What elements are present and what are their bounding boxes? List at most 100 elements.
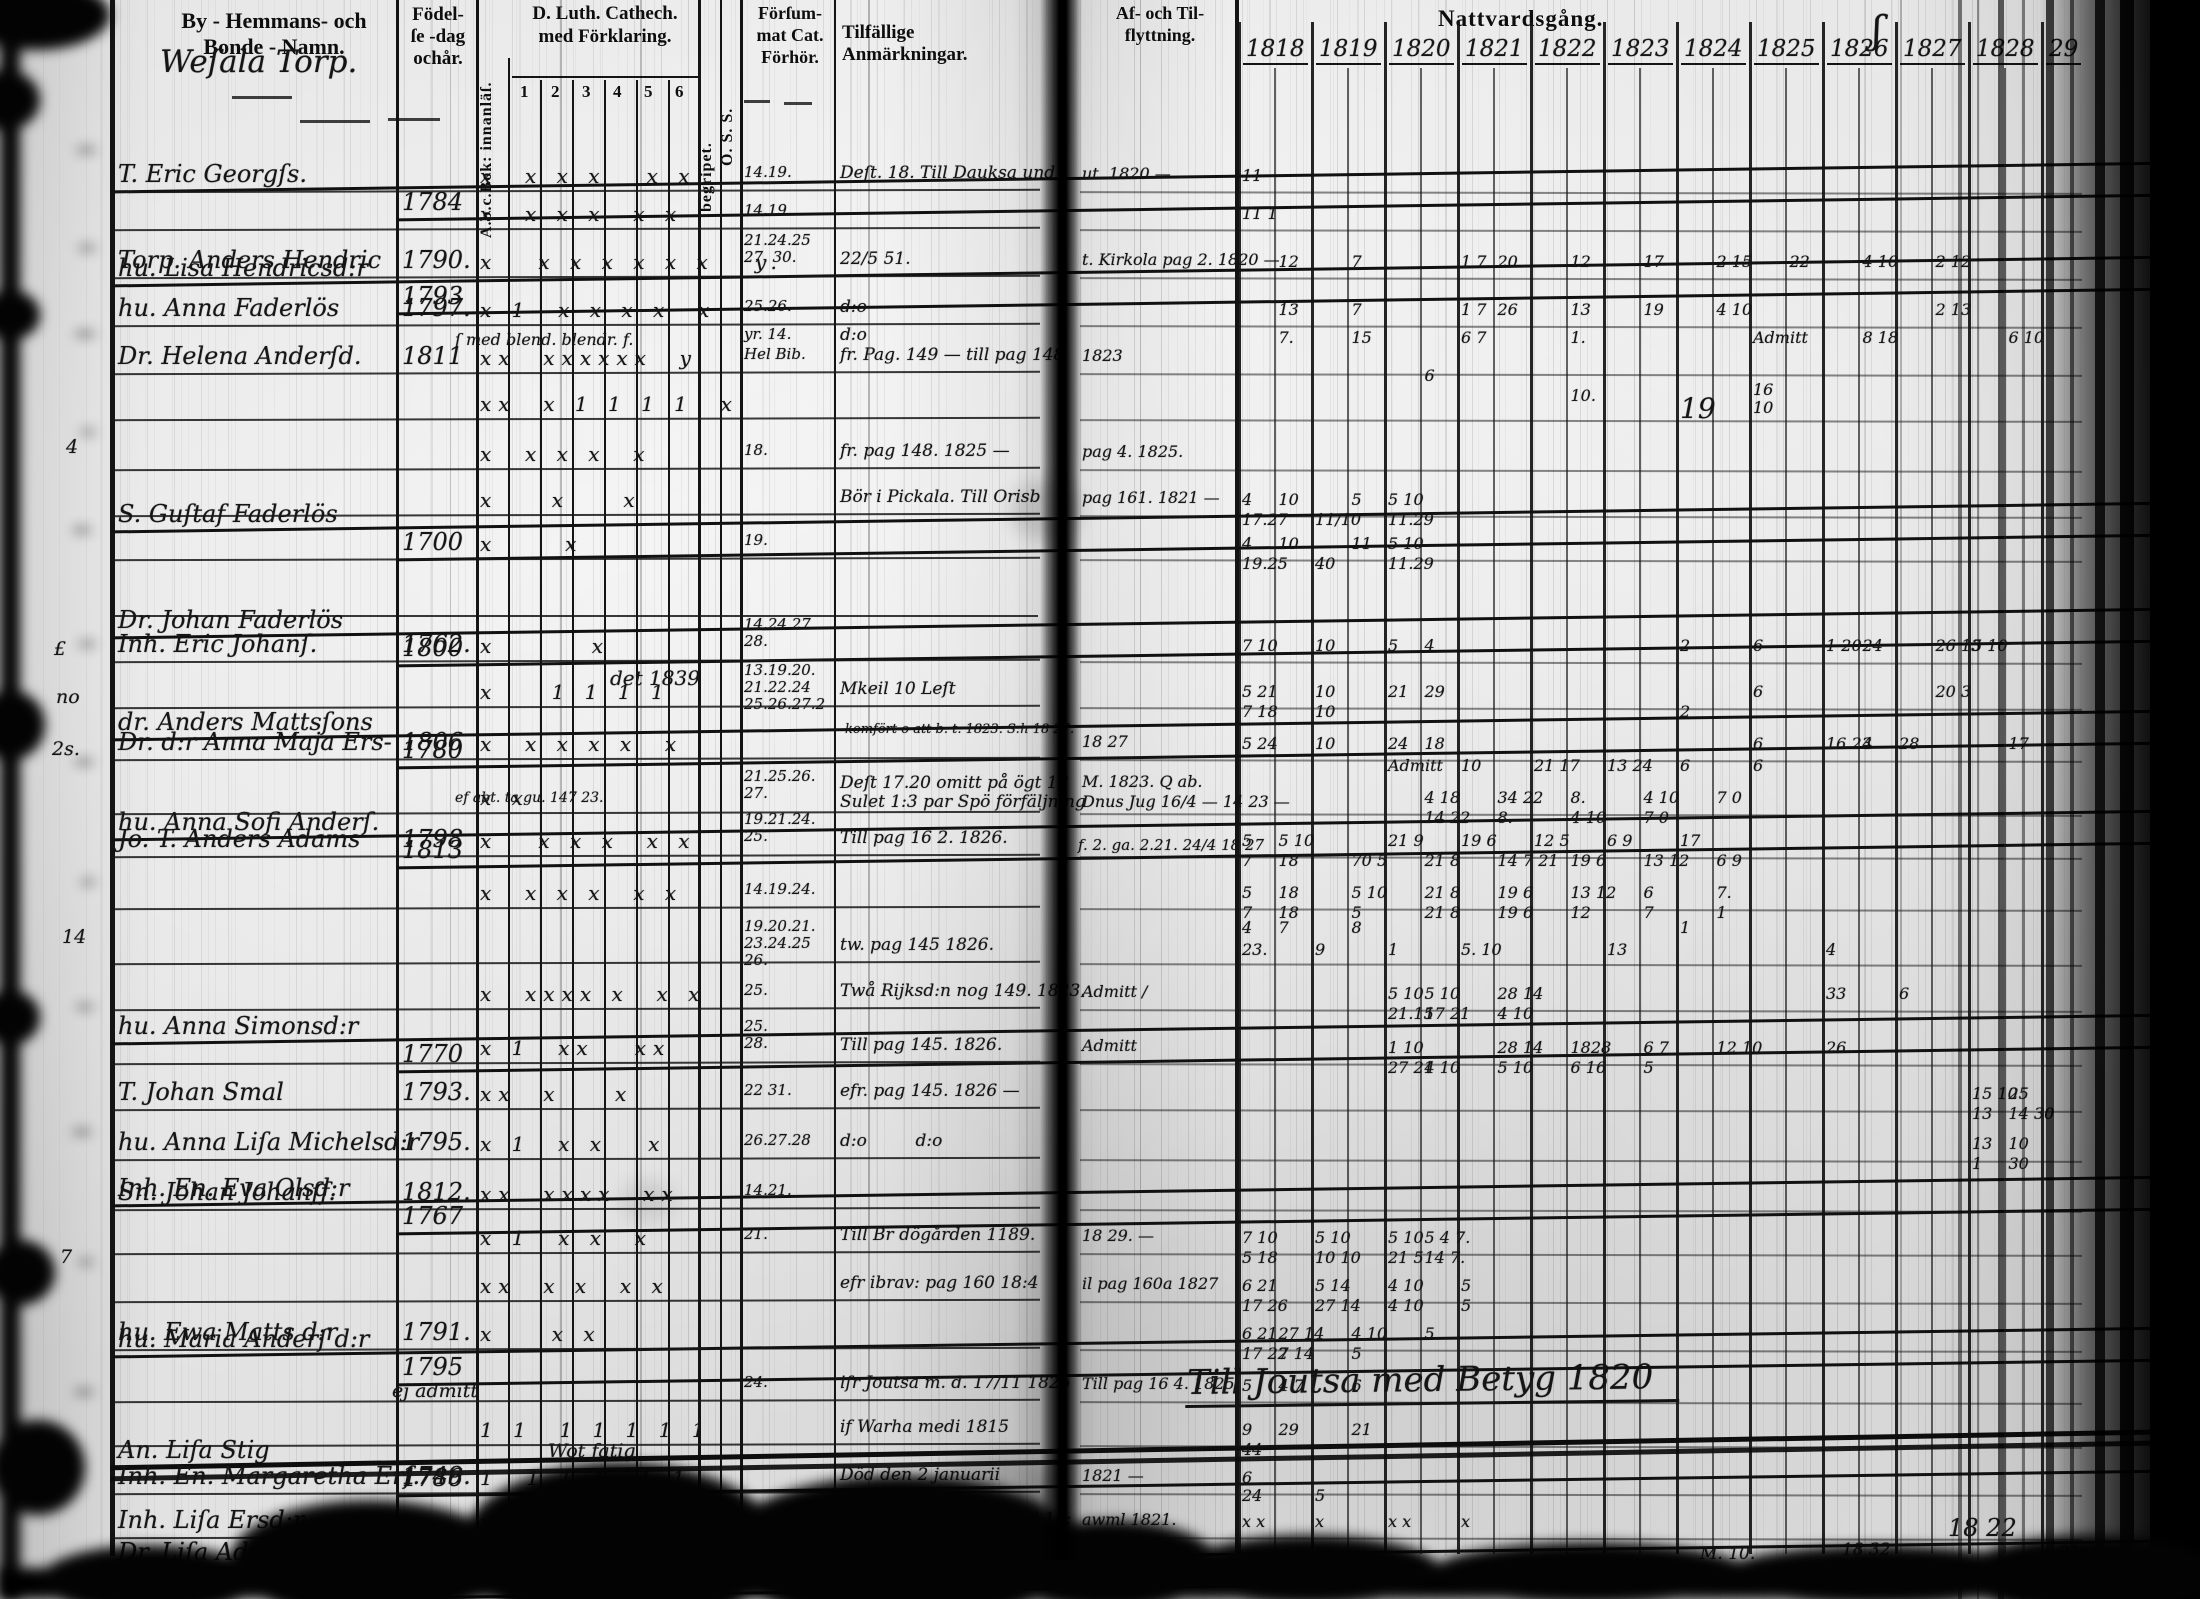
film-scratch xyxy=(965,0,966,1556)
film-scratch xyxy=(1357,0,1359,1556)
row-name: dr. Anders Mattsſons xyxy=(118,708,2200,736)
catechism-subcolumn-number: 6 xyxy=(675,82,684,101)
film-scratch xyxy=(1668,0,1669,1556)
film-scratch xyxy=(877,0,878,1556)
film-scratch xyxy=(431,0,433,1556)
birth-year: 1700 xyxy=(402,528,2200,556)
communion-entry: 24 xyxy=(1388,734,1409,753)
remark: Mkeil 10 Leſt xyxy=(840,679,956,699)
communion-entry: 21.15 xyxy=(1388,1004,1434,1023)
year-column-rule xyxy=(1311,22,1314,1554)
communion-entry: 5 10 xyxy=(1388,984,1424,1003)
year-column-rule xyxy=(1603,22,1606,1554)
film-scratch xyxy=(1871,0,1872,1556)
film-scratch xyxy=(343,0,345,1556)
header-dash xyxy=(784,102,812,105)
film-scratch xyxy=(762,0,764,1556)
film-scratch xyxy=(1026,0,1028,1556)
communion-entry: 6 9 xyxy=(1716,851,1742,870)
film-scratch xyxy=(1411,0,1412,1556)
communion-entry: x x xyxy=(1242,1512,1266,1531)
communion-entry: 7 xyxy=(1278,918,1289,937)
film-streak xyxy=(2120,0,2134,1599)
communion-entry: 6 xyxy=(1242,1468,1253,1487)
film-scratch xyxy=(1837,0,1838,1556)
communion-entry: 16 xyxy=(1753,380,1774,399)
film-scratch xyxy=(289,0,290,1556)
edge-tick xyxy=(78,1005,92,1009)
communion-entry: 1 7 xyxy=(1461,300,1487,319)
communion-entry: 6 xyxy=(1753,682,1764,701)
film-scratch xyxy=(1364,0,1365,1556)
column-rule xyxy=(834,0,836,1556)
communion-entry: 10 xyxy=(1753,398,1774,417)
communion-entry: 6 xyxy=(1899,984,1910,1003)
year-column-rule xyxy=(1676,22,1679,1554)
communion-entry: 26 13 xyxy=(1935,636,1982,655)
communion-entry: 5 24 xyxy=(1242,734,1278,753)
film-scratch xyxy=(1107,0,1108,1556)
film-scratch xyxy=(1614,0,1615,1556)
birth-year: 1791. xyxy=(402,1318,471,1346)
forhor-entry: 14.19. xyxy=(744,163,792,181)
communion-entry: 1 10 xyxy=(1388,1038,1424,1057)
film-scratch xyxy=(485,0,486,1556)
film-scratch xyxy=(1952,0,1954,1556)
interlinear-note: ef abt. ta gu. 147 23. xyxy=(455,790,604,806)
film-scratch xyxy=(235,0,236,1556)
communion-entry: 5 10 xyxy=(1278,831,1315,850)
row-name: Dr. Johan Faderlös xyxy=(118,606,2200,634)
birth-year: 1790. xyxy=(402,246,471,274)
film-scratch xyxy=(573,0,574,1556)
film-blob xyxy=(40,1545,260,1599)
film-scratch xyxy=(296,0,297,1556)
communion-entry: 24 xyxy=(1862,636,1883,655)
migration-entry: 1823 xyxy=(1082,346,1123,365)
communion-entry: x x xyxy=(1388,1512,1412,1531)
film-scratch xyxy=(1891,0,1892,1556)
catechism-subcolumn-number: 5 xyxy=(644,82,653,101)
communion-entry: 44 xyxy=(1242,1440,1263,1459)
communion-entry: 19.25 xyxy=(1242,554,1288,573)
row-name: Torp. Anders Hendric xyxy=(118,246,382,274)
birth-year: 1793 xyxy=(402,282,2200,310)
communion-entry: 4 10 xyxy=(1716,300,1753,319)
communion-entry: 29 xyxy=(1278,1420,1299,1439)
edge-tick xyxy=(76,1390,92,1394)
catechism-subcolumn-number: 1 xyxy=(520,82,529,101)
film-scratch xyxy=(634,0,635,1556)
communion-entry: 21 5 xyxy=(1388,1248,1424,1267)
communion-entry: 7 18 xyxy=(1242,702,1278,721)
film-scratch xyxy=(201,0,202,1556)
film-scratch xyxy=(938,0,940,1556)
communion-entry: 11 xyxy=(1242,166,1263,185)
communion-entry: 6 21 xyxy=(1242,1324,1278,1343)
margin-scribble: 14 xyxy=(62,926,87,948)
remark: Deſt. 18. Till Dauksa und xyxy=(840,163,1056,183)
forhor-entry: 21.24.25 27. 30. xyxy=(744,231,811,266)
smudge xyxy=(620,1180,676,1222)
communion-entry: 6 16 xyxy=(1570,1058,1607,1077)
film-scratch xyxy=(120,0,121,1556)
communion-entry: 4 10 xyxy=(1497,1004,1534,1023)
col-header-birth: Födel-ſe -dag ochår. xyxy=(410,4,466,69)
header-dash xyxy=(300,120,370,123)
communion-entry: 6 xyxy=(1753,734,1764,753)
film-blob xyxy=(1960,1535,2200,1599)
communion-entry: 7 xyxy=(1351,300,1362,319)
film-scratch xyxy=(1100,0,1101,1556)
remark: efr ibrav: pag 160 18:4 xyxy=(840,1273,1039,1293)
communion-entry: 10 xyxy=(1278,534,1299,553)
communion-entry: 6 xyxy=(1643,883,1654,902)
year-column-rule xyxy=(1895,22,1898,1554)
forhor-entry: 26.27.28 xyxy=(744,1131,811,1149)
communion-entry: 4 xyxy=(1424,636,1435,655)
birth-year: 1795 xyxy=(402,1353,2200,1381)
migration-entry: il pag 160a 1827 xyxy=(1082,1274,1219,1293)
film-scratch xyxy=(1925,0,1926,1556)
communion-entry: 17 xyxy=(1680,831,1701,850)
communion-entry: 15 xyxy=(1351,328,1372,347)
film-scratch xyxy=(1140,0,1141,1556)
stray-scrawl: ʃ xyxy=(1872,8,1883,52)
communion-entry: 4 10 xyxy=(1388,1296,1424,1315)
